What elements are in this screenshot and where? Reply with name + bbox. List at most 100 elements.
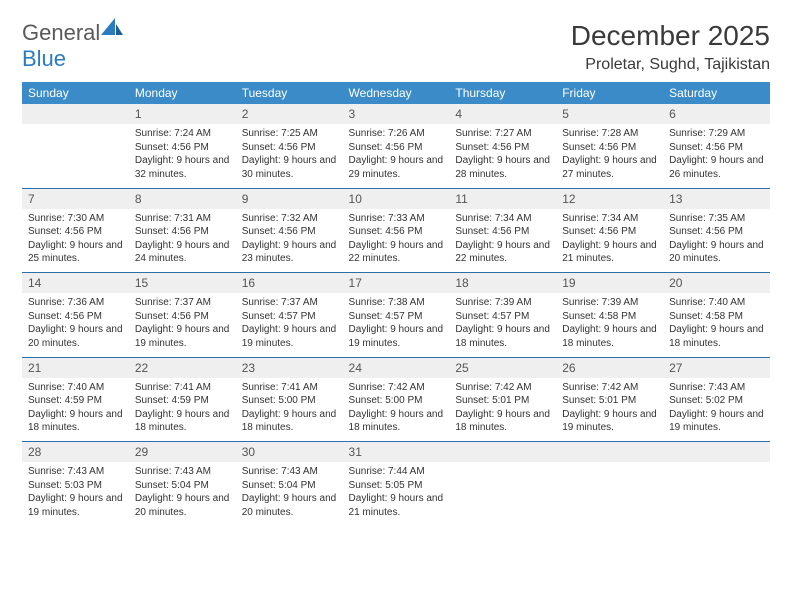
sunrise-line: Sunrise: 7:35 AM bbox=[669, 212, 764, 226]
calendar-day-cell: 31Sunrise: 7:44 AMSunset: 5:05 PMDayligh… bbox=[343, 442, 450, 526]
day-details: Sunrise: 7:42 AMSunset: 5:01 PMDaylight:… bbox=[556, 378, 663, 441]
daylight-line: Daylight: 9 hours and 18 minutes. bbox=[28, 408, 123, 435]
daylight-line: Daylight: 9 hours and 29 minutes. bbox=[349, 154, 444, 181]
day-details: Sunrise: 7:36 AMSunset: 4:56 PMDaylight:… bbox=[22, 293, 129, 356]
sunset-line: Sunset: 4:56 PM bbox=[28, 310, 123, 324]
day-details: Sunrise: 7:43 AMSunset: 5:03 PMDaylight:… bbox=[22, 462, 129, 525]
calendar-table: Sunday Monday Tuesday Wednesday Thursday… bbox=[22, 82, 770, 526]
day-number: 24 bbox=[343, 358, 450, 378]
daylight-line: Daylight: 9 hours and 18 minutes. bbox=[455, 323, 550, 350]
calendar-day-cell: 5 Sunrise: 7:28 AMSunset: 4:56 PMDaylight… bbox=[556, 104, 663, 188]
calendar-day-cell: 2Sunrise: 7:25 AMSunset: 4:56 PMDaylight… bbox=[236, 104, 343, 188]
sunrise-line: Sunrise: 7:34 AM bbox=[455, 212, 550, 226]
calendar-day-cell bbox=[556, 442, 663, 526]
calendar-week-row: 7Sunrise: 7:30 AMSunset: 4:56 PMDaylight… bbox=[22, 189, 770, 273]
weekday-header: Thursday bbox=[449, 82, 556, 104]
sunset-line: Sunset: 4:59 PM bbox=[135, 394, 230, 408]
daylight-line: Daylight: 9 hours and 27 minutes. bbox=[562, 154, 657, 181]
calendar-day-cell: 30Sunrise: 7:43 AMSunset: 5:04 PMDayligh… bbox=[236, 442, 343, 526]
calendar-day-cell: 1Sunrise: 7:24 AMSunset: 4:56 PMDaylight… bbox=[129, 104, 236, 188]
brand-part1: General bbox=[22, 20, 100, 45]
sunset-line: Sunset: 5:04 PM bbox=[135, 479, 230, 493]
day-details: Sunrise: 7:34 AMSunset: 4:56 PMDaylight:… bbox=[556, 209, 663, 272]
calendar-day-cell: 14Sunrise: 7:36 AMSunset: 4:56 PMDayligh… bbox=[22, 273, 129, 357]
day-number: 8 bbox=[129, 189, 236, 209]
day-number: 21 bbox=[22, 358, 129, 378]
sunset-line: Sunset: 5:02 PM bbox=[669, 394, 764, 408]
calendar-day-cell: 10Sunrise: 7:33 AMSunset: 4:56 PMDayligh… bbox=[343, 189, 450, 273]
sunset-line: Sunset: 5:04 PM bbox=[242, 479, 337, 493]
day-details: Sunrise: 7:42 AMSunset: 5:01 PMDaylight:… bbox=[449, 378, 556, 441]
calendar-day-cell: 3Sunrise: 7:26 AMSunset: 4:56 PMDaylight… bbox=[343, 104, 450, 188]
header: GeneralBlue December 2025 Proletar, Sugh… bbox=[22, 20, 770, 74]
daylight-line: Daylight: 9 hours and 21 minutes. bbox=[562, 239, 657, 266]
brand-part2: Blue bbox=[22, 46, 66, 71]
day-details: Sunrise: 7:37 AMSunset: 4:57 PMDaylight:… bbox=[236, 293, 343, 356]
daylight-line: Daylight: 9 hours and 18 minutes. bbox=[349, 408, 444, 435]
sunset-line: Sunset: 5:01 PM bbox=[562, 394, 657, 408]
weekday-header: Tuesday bbox=[236, 82, 343, 104]
daylight-line: Daylight: 9 hours and 18 minutes. bbox=[455, 408, 550, 435]
daylight-line: Daylight: 9 hours and 20 minutes. bbox=[669, 239, 764, 266]
daylight-line: Daylight: 9 hours and 32 minutes. bbox=[135, 154, 230, 181]
daylight-line: Daylight: 9 hours and 19 minutes. bbox=[562, 408, 657, 435]
sunrise-line: Sunrise: 7:40 AM bbox=[669, 296, 764, 310]
day-details: Sunrise: 7:24 AMSunset: 4:56 PMDaylight:… bbox=[129, 124, 236, 187]
sunset-line: Sunset: 4:58 PM bbox=[562, 310, 657, 324]
sunrise-line: Sunrise: 7:37 AM bbox=[242, 296, 337, 310]
sunset-line: Sunset: 4:56 PM bbox=[349, 141, 444, 155]
sunrise-line: Sunrise: 7:34 AM bbox=[562, 212, 657, 226]
day-number-empty bbox=[22, 104, 129, 124]
sunset-line: Sunset: 4:56 PM bbox=[242, 141, 337, 155]
day-details: Sunrise: 7:25 AMSunset: 4:56 PMDaylight:… bbox=[236, 124, 343, 187]
sunset-line: Sunset: 4:58 PM bbox=[669, 310, 764, 324]
sunset-line: Sunset: 4:56 PM bbox=[562, 141, 657, 155]
sunset-line: Sunset: 5:05 PM bbox=[349, 479, 444, 493]
sunrise-line: Sunrise: 7:25 AM bbox=[242, 127, 337, 141]
calendar-day-cell: 26Sunrise: 7:42 AMSunset: 5:01 PMDayligh… bbox=[556, 358, 663, 442]
daylight-line: Daylight: 9 hours and 20 minutes. bbox=[28, 323, 123, 350]
calendar-day-cell bbox=[663, 442, 770, 526]
calendar-week-row: 21Sunrise: 7:40 AMSunset: 4:59 PMDayligh… bbox=[22, 358, 770, 442]
day-details: Sunrise: 7:34 AMSunset: 4:56 PMDaylight:… bbox=[449, 209, 556, 272]
sunrise-line: Sunrise: 7:28 AM bbox=[562, 127, 657, 141]
sunrise-line: Sunrise: 7:42 AM bbox=[562, 381, 657, 395]
day-number: 9 bbox=[236, 189, 343, 209]
day-number-empty bbox=[556, 442, 663, 462]
weekday-header: Monday bbox=[129, 82, 236, 104]
calendar-day-cell bbox=[449, 442, 556, 526]
day-number-empty bbox=[449, 442, 556, 462]
day-details: Sunrise: 7:35 AMSunset: 4:56 PMDaylight:… bbox=[663, 209, 770, 272]
day-number: 22 bbox=[129, 358, 236, 378]
sunset-line: Sunset: 5:03 PM bbox=[28, 479, 123, 493]
day-number: 1 bbox=[129, 104, 236, 124]
calendar-day-cell: 18Sunrise: 7:39 AMSunset: 4:57 PMDayligh… bbox=[449, 273, 556, 357]
day-number: 25 bbox=[449, 358, 556, 378]
day-number: 14 bbox=[22, 273, 129, 293]
daylight-line: Daylight: 9 hours and 18 minutes. bbox=[669, 323, 764, 350]
day-details: Sunrise: 7:38 AMSunset: 4:57 PMDaylight:… bbox=[343, 293, 450, 356]
sunrise-line: Sunrise: 7:39 AM bbox=[455, 296, 550, 310]
day-number: 5 bbox=[556, 104, 663, 124]
day-details: Sunrise: 7:29 AMSunset: 4:56 PMDaylight:… bbox=[663, 124, 770, 187]
day-details: Sunrise: 7:42 AMSunset: 5:00 PMDaylight:… bbox=[343, 378, 450, 441]
day-number: 17 bbox=[343, 273, 450, 293]
calendar-day-cell bbox=[22, 104, 129, 188]
sunrise-line: Sunrise: 7:33 AM bbox=[349, 212, 444, 226]
sunset-line: Sunset: 4:56 PM bbox=[135, 225, 230, 239]
day-details: Sunrise: 7:30 AMSunset: 4:56 PMDaylight:… bbox=[22, 209, 129, 272]
calendar-day-cell: 21Sunrise: 7:40 AMSunset: 4:59 PMDayligh… bbox=[22, 358, 129, 442]
daylight-line: Daylight: 9 hours and 19 minutes. bbox=[349, 323, 444, 350]
day-number: 27 bbox=[663, 358, 770, 378]
calendar-day-cell: 7Sunrise: 7:30 AMSunset: 4:56 PMDaylight… bbox=[22, 189, 129, 273]
sunrise-line: Sunrise: 7:32 AM bbox=[242, 212, 337, 226]
calendar-day-cell: 9Sunrise: 7:32 AMSunset: 4:56 PMDaylight… bbox=[236, 189, 343, 273]
sunset-line: Sunset: 5:00 PM bbox=[242, 394, 337, 408]
calendar-day-cell: 19Sunrise: 7:39 AMSunset: 4:58 PMDayligh… bbox=[556, 273, 663, 357]
day-details: Sunrise: 7:26 AMSunset: 4:56 PMDaylight:… bbox=[343, 124, 450, 187]
calendar-day-cell: 8Sunrise: 7:31 AMSunset: 4:56 PMDaylight… bbox=[129, 189, 236, 273]
calendar-day-cell: 22Sunrise: 7:41 AMSunset: 4:59 PMDayligh… bbox=[129, 358, 236, 442]
sunrise-line: Sunrise: 7:43 AM bbox=[242, 465, 337, 479]
day-number: 4 bbox=[449, 104, 556, 124]
daylight-line: Daylight: 9 hours and 18 minutes. bbox=[242, 408, 337, 435]
